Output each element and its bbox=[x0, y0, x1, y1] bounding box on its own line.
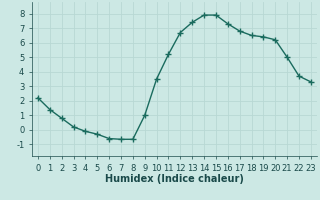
X-axis label: Humidex (Indice chaleur): Humidex (Indice chaleur) bbox=[105, 174, 244, 184]
